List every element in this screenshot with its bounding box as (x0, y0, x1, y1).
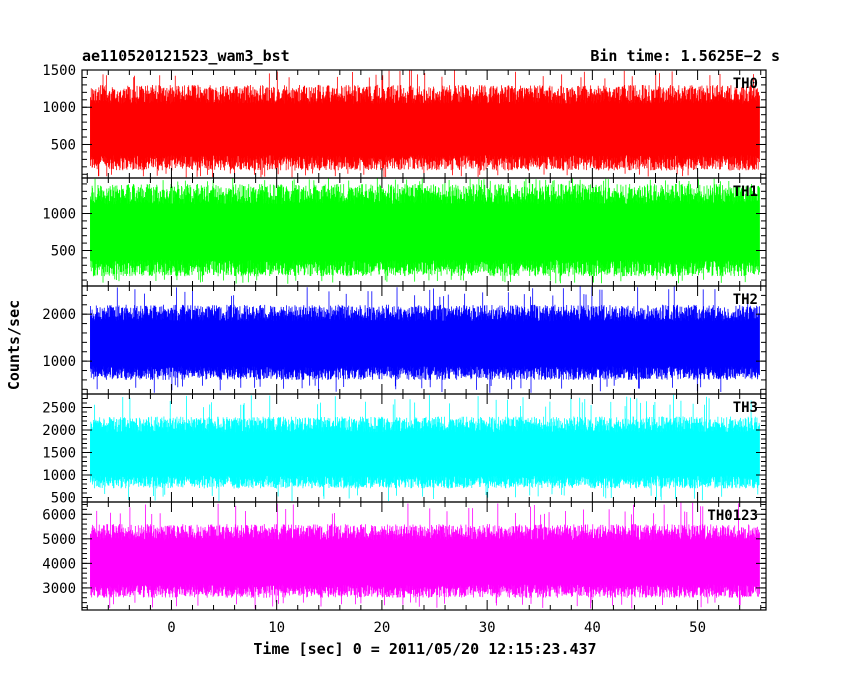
y-tick-label: 500 (51, 243, 76, 259)
panel-th0: 500 1000 1500 TH0 (42, 63, 767, 179)
x-tick-label: 20 (373, 620, 390, 636)
chart-title: ae110520121523_wam3_bst (82, 47, 290, 65)
y-tick-label: 1000 (42, 468, 76, 484)
x-axis-label: Time [sec] 0 = 2011/05/20 12:15:23.437 (253, 640, 596, 658)
series-label: TH2 (733, 292, 758, 308)
y-tick-label: 500 (51, 491, 76, 507)
panel-th3: 500 1000 1500 2000 2500 TH3 (42, 393, 767, 507)
y-tick-label: 5000 (42, 532, 76, 548)
y-tick-label: 1000 (42, 354, 76, 370)
series-trace-th0 (90, 70, 760, 178)
series-label: TH0 (733, 76, 758, 92)
panels-group: 50010001500TH05001000TH110002000TH250010… (42, 63, 767, 636)
series-label: TH3 (733, 400, 758, 416)
x-tick-label: 0 (167, 620, 175, 636)
y-tick-label: 3000 (42, 581, 76, 597)
x-tick-label: 50 (689, 620, 706, 636)
y-tick-label: 500 (51, 137, 76, 153)
x-tick-label: 40 (584, 620, 601, 636)
series-label: TH1 (733, 184, 758, 200)
panel-th2: 1000 2000 TH2 (42, 285, 767, 395)
y-tick-label: 1000 (42, 100, 76, 116)
panel-th0123: 3000 4000 5000 6000 TH0123 (42, 501, 767, 611)
series-trace-th0123 (90, 502, 760, 609)
y-tick-label: 6000 (42, 507, 76, 523)
y-tick-label: 1500 (42, 446, 76, 462)
series-trace-th3 (90, 394, 760, 501)
y-axis-label: Counts/sec (5, 300, 23, 390)
y-tick-label: 1000 (42, 207, 76, 223)
y-tick-label: 2000 (42, 423, 76, 439)
y-tick-label: 2500 (42, 401, 76, 417)
series-trace-th2 (90, 286, 760, 393)
bin-time-label: Bin time: 1.5625E−2 s (590, 47, 780, 65)
series-trace-th1 (90, 178, 760, 284)
y-tick-label: 1500 (42, 63, 76, 79)
panel-th1: 500 1000 TH1 (42, 177, 767, 287)
y-tick-label: 2000 (42, 307, 76, 323)
x-tick-label: 10 (268, 620, 285, 636)
y-tick-label: 4000 (42, 556, 76, 572)
x-tick-label: 30 (479, 620, 496, 636)
panel-frame (81, 501, 767, 611)
series-label: TH0123 (707, 508, 758, 524)
